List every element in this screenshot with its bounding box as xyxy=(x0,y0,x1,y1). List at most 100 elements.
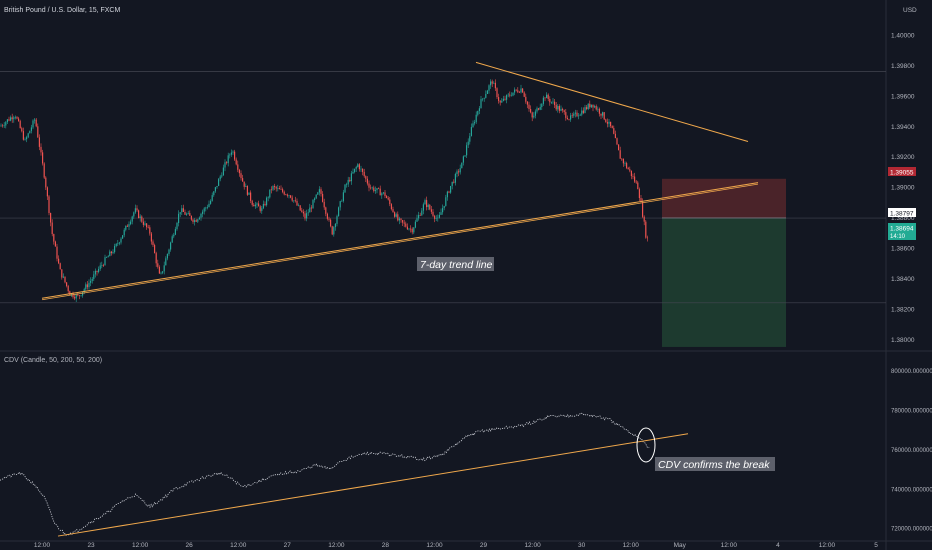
candle-body xyxy=(278,188,280,190)
candle-body xyxy=(58,258,60,264)
candle-body xyxy=(528,104,530,110)
candle-body xyxy=(517,90,519,93)
support-trend-line[interactable] xyxy=(41,182,759,299)
candle-body xyxy=(211,195,213,201)
take-profit-zone[interactable] xyxy=(662,218,786,347)
candle-body xyxy=(536,108,538,112)
stop-loss-zone[interactable] xyxy=(662,178,786,219)
time-tick-label: 12:00 xyxy=(230,542,247,549)
candle-body xyxy=(205,207,207,209)
candle-body xyxy=(61,269,63,278)
candle-body xyxy=(581,110,583,115)
price-tick-label: 1.39600 xyxy=(891,93,915,100)
candle-body xyxy=(376,188,378,191)
candle-body xyxy=(566,117,568,120)
entry-price-badge xyxy=(888,208,916,217)
candle-body xyxy=(245,185,247,187)
candle-body xyxy=(218,179,220,186)
candle-body xyxy=(576,112,578,117)
candle-body xyxy=(320,189,322,194)
candle-body xyxy=(229,154,231,156)
cdv-series-line[interactable] xyxy=(0,412,650,536)
candle-body xyxy=(634,176,636,182)
candle-body xyxy=(629,169,631,171)
candle-body xyxy=(238,169,240,174)
resistance-trend-line[interactable] xyxy=(475,61,749,143)
candle-body xyxy=(126,225,128,227)
candle-body xyxy=(235,159,237,165)
candle-body xyxy=(120,238,122,243)
candle-body xyxy=(301,210,303,212)
candle-body xyxy=(283,191,285,195)
candle-body xyxy=(310,207,312,209)
candle-body xyxy=(538,108,540,110)
candle-body xyxy=(346,184,348,185)
candle-body xyxy=(210,200,212,204)
candle-body xyxy=(85,284,87,290)
candle-body xyxy=(451,181,453,186)
candle-body xyxy=(478,108,480,111)
candle-body xyxy=(91,278,93,281)
time-tick-label: 26 xyxy=(186,542,194,549)
cdv-confirms-label[interactable]: CDV confirms the break xyxy=(658,459,770,471)
candle-body xyxy=(470,127,472,137)
candle-body xyxy=(555,104,557,110)
candle-body xyxy=(486,90,488,95)
candle-body xyxy=(336,216,338,224)
candle-body xyxy=(101,265,103,266)
break-circle[interactable] xyxy=(636,427,656,463)
candle-body xyxy=(355,167,357,169)
trend-line-label[interactable]: 7-day trend line xyxy=(420,259,493,271)
candle-body xyxy=(482,98,484,100)
candle-body xyxy=(75,294,77,299)
candle-body xyxy=(136,208,138,211)
candle-body xyxy=(365,176,367,179)
candle-body xyxy=(419,215,421,216)
candle-body xyxy=(72,293,74,298)
candle-body xyxy=(331,226,333,235)
candle-body xyxy=(483,97,485,99)
candle-body xyxy=(456,171,458,174)
candle-body xyxy=(616,138,618,145)
candle-body xyxy=(622,158,624,164)
candle-body xyxy=(269,189,271,198)
candle-body xyxy=(414,221,416,228)
candle-body xyxy=(114,246,116,253)
candle-body xyxy=(2,125,4,127)
candle-body xyxy=(515,89,517,91)
candle-body xyxy=(275,187,277,189)
candle-body xyxy=(96,270,98,272)
candle-body xyxy=(147,227,149,228)
candle-body xyxy=(262,203,264,209)
candle-body xyxy=(435,218,437,219)
candle-body xyxy=(413,227,415,233)
candle-body xyxy=(306,213,308,219)
candle-body xyxy=(70,293,72,296)
candle-body xyxy=(611,126,613,129)
time-tick-label: 12:00 xyxy=(721,542,738,549)
candle-body xyxy=(8,119,10,121)
candle-body xyxy=(446,191,448,198)
candle-body xyxy=(176,223,178,230)
candle-body xyxy=(128,224,130,227)
time-tick-label: 30 xyxy=(578,542,586,549)
candle-body xyxy=(56,246,58,259)
candle-body xyxy=(190,215,192,220)
candle-body xyxy=(339,201,341,208)
candle-body xyxy=(123,229,125,236)
candle-body xyxy=(293,200,295,202)
candle-body xyxy=(560,109,562,111)
cdv-trend-line[interactable] xyxy=(57,433,689,537)
time-tick-label: 12:00 xyxy=(132,542,149,549)
candle-body xyxy=(107,256,109,258)
candle-body xyxy=(422,204,424,211)
candle-body xyxy=(5,122,7,126)
candle-body xyxy=(29,130,31,134)
price-tick-label: 1.40000 xyxy=(891,33,915,40)
candle-body xyxy=(189,213,191,216)
candle-body xyxy=(507,94,509,96)
candle-body xyxy=(494,82,496,89)
candle-body xyxy=(370,187,372,189)
price-tick-label: 1.38600 xyxy=(891,246,915,253)
